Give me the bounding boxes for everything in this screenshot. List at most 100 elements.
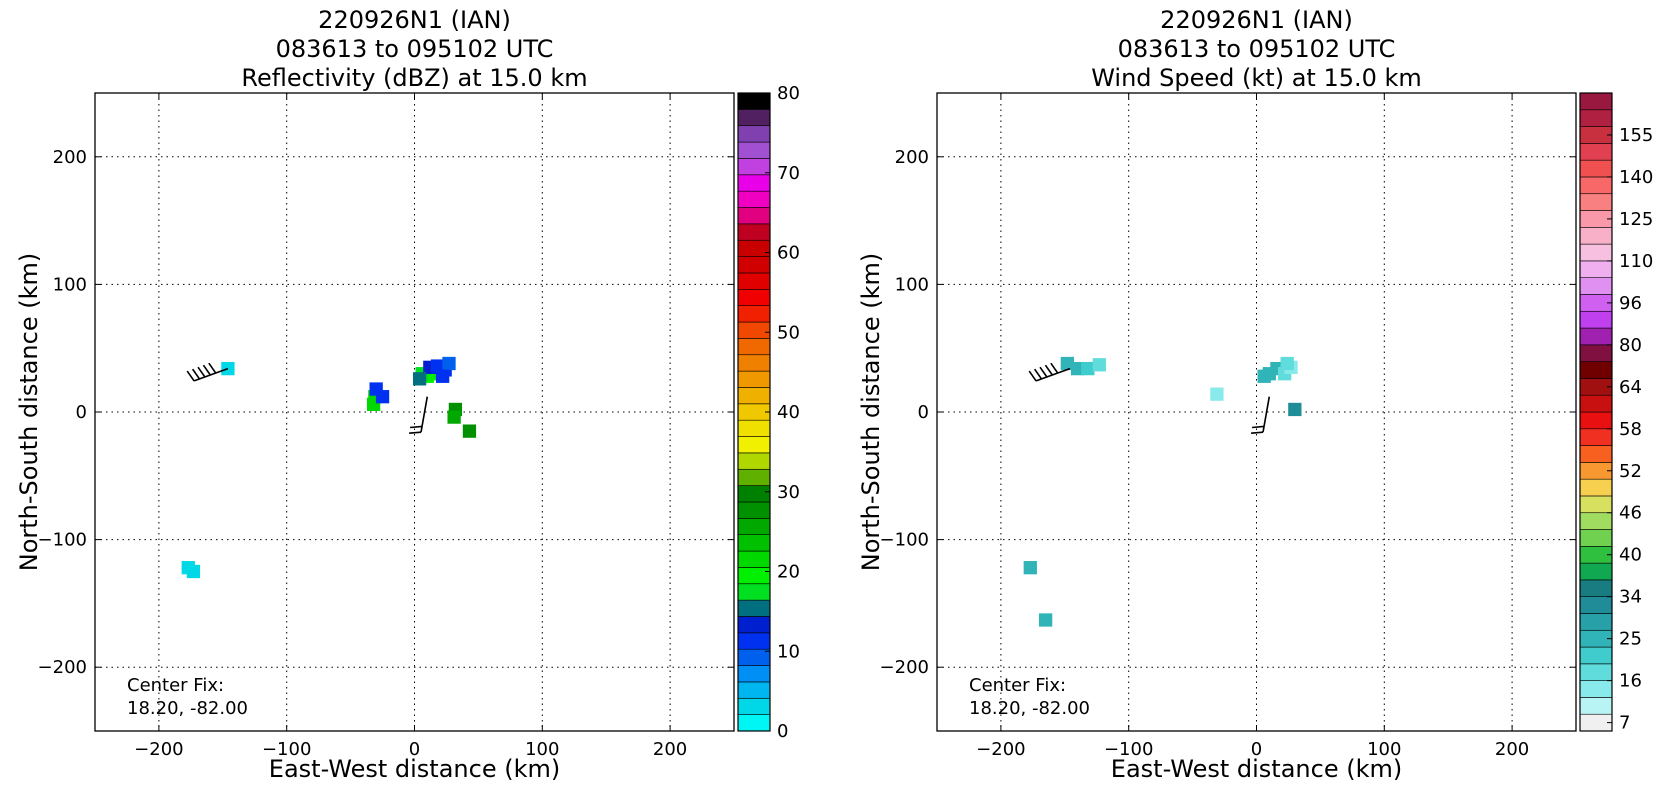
data-cell (1060, 356, 1075, 371)
y-tick-label: 100 (53, 274, 87, 295)
colorbar-segment (737, 190, 771, 208)
colorbar-tick-label: 40 (1619, 545, 1642, 566)
colorbar-frame (1579, 92, 1613, 732)
colorbar-segment (737, 223, 771, 241)
data-cell (1092, 358, 1106, 372)
data-cell (186, 564, 201, 579)
y-axis-label: North-South distance (km) (15, 253, 43, 572)
wind-barb-shaft (420, 396, 429, 433)
x-tick-label: 0 (1251, 739, 1262, 760)
colorbar-tick-label: 50 (777, 322, 800, 343)
colorbar-tick-label: 52 (1619, 461, 1642, 482)
y-tick-label: −100 (880, 530, 929, 551)
colorbar-segment (737, 583, 771, 601)
colorbar-segment (1579, 327, 1613, 346)
colorbar-tick-label: 25 (1619, 629, 1642, 650)
wind-barb-feather (1033, 368, 1043, 380)
colorbar-tick-label: 125 (1619, 209, 1653, 230)
wind-barb-feather (1039, 366, 1048, 378)
wind-barb-feather (208, 362, 217, 374)
colorbar-segment (1579, 596, 1613, 614)
x-axis-label: East-West distance (km) (269, 755, 560, 783)
chart-title-line: 220926N1 (IAN) (1160, 6, 1353, 34)
center-fix-annotation: Center Fix: (969, 675, 1066, 696)
colorbar-tick-label: 64 (1619, 377, 1642, 398)
wind-barb-feather (1252, 425, 1265, 429)
x-tick-label: 100 (525, 739, 559, 760)
colorbar-segment (737, 354, 771, 372)
data-cell (447, 410, 461, 424)
colorbar-segment (737, 174, 771, 192)
colorbar-tick-label: 70 (777, 163, 800, 184)
x-tick-label: −200 (134, 739, 183, 760)
colorbar-segment (1579, 579, 1613, 597)
colorbar-segment (1579, 310, 1613, 329)
colorbar-tick-label: 30 (777, 482, 800, 503)
center-fix-annotation: 18.20, -82.00 (969, 698, 1090, 719)
colorbar-segment (737, 665, 771, 683)
wind-barb (186, 362, 229, 382)
colorbar-tick-label: 140 (1619, 167, 1653, 188)
colorbar-segment (1579, 361, 1613, 379)
x-axis-label: East-West distance (km) (1111, 755, 1402, 783)
wind-barb-feather (1251, 431, 1264, 434)
colorbar-tick-label: 10 (777, 641, 800, 662)
colorbar-tick-label: 80 (1619, 335, 1642, 356)
wind-barb-shaft (1262, 396, 1271, 433)
colorbar-segment (737, 289, 771, 306)
colorbar-segment (1579, 260, 1613, 278)
data-cell (1038, 613, 1053, 627)
colorbar-segment (737, 518, 771, 535)
colorbar-segment (737, 370, 771, 388)
x-tick-label: 200 (1495, 739, 1529, 760)
data-cell (1023, 561, 1037, 575)
colorbar-segment (737, 550, 771, 568)
y-tick-label: 0 (76, 402, 87, 423)
colorbar-segment (1579, 277, 1613, 295)
colorbar-tick-label: 34 (1619, 587, 1642, 608)
wind-barb-shaft (1035, 367, 1071, 382)
reflectivity-panel: 220926N1 (IAN)083613 to 095102 UTCReflec… (15, 6, 800, 783)
x-tick-label: 0 (409, 739, 420, 760)
colorbar-segment (737, 272, 771, 290)
colorbar-segment (737, 305, 771, 323)
colorbar-segment (737, 436, 771, 454)
data-cell (412, 372, 427, 386)
colorbar-segment (1579, 529, 1613, 547)
x-tick-label: −100 (1104, 739, 1153, 760)
colorbar-segment (1579, 143, 1613, 161)
colorbar-segment (737, 567, 771, 585)
colorbar-tick-label: 20 (777, 562, 800, 583)
chart-title-line: 083613 to 095102 UTC (276, 35, 554, 63)
data-cell (1288, 402, 1302, 417)
colorbar-tick-label: 155 (1619, 125, 1653, 146)
x-tick-label: −200 (976, 739, 1025, 760)
colorbar-segment (1579, 697, 1613, 715)
colorbar-segment (1579, 227, 1613, 245)
colorbar-segment (737, 419, 771, 437)
colorbar-segment (737, 387, 771, 405)
y-tick-label: −200 (38, 657, 87, 678)
colorbar-segment (737, 338, 771, 356)
colorbar-segment (1579, 243, 1613, 262)
y-tick-label: 100 (895, 274, 929, 295)
data-cell (435, 369, 450, 383)
colorbar-segment (1579, 613, 1613, 631)
data-cell (1280, 356, 1294, 371)
colorbar-segment (737, 714, 771, 732)
wind-barb (1251, 396, 1271, 434)
colorbar-tick-label: 60 (777, 243, 800, 264)
colorbar-segment (737, 256, 771, 274)
wind-barb-feather (410, 425, 423, 429)
colorbar-tick-label: 96 (1619, 293, 1642, 314)
colorbar-segment (1579, 193, 1613, 211)
colorbar-segment (737, 239, 771, 257)
y-tick-label: 0 (918, 402, 929, 423)
y-tick-label: 200 (895, 147, 929, 168)
y-tick-label: 200 (53, 147, 87, 168)
wind-barb (409, 396, 429, 434)
colorbar-tick-label: 46 (1619, 503, 1642, 524)
colorbar-segment (737, 632, 771, 650)
